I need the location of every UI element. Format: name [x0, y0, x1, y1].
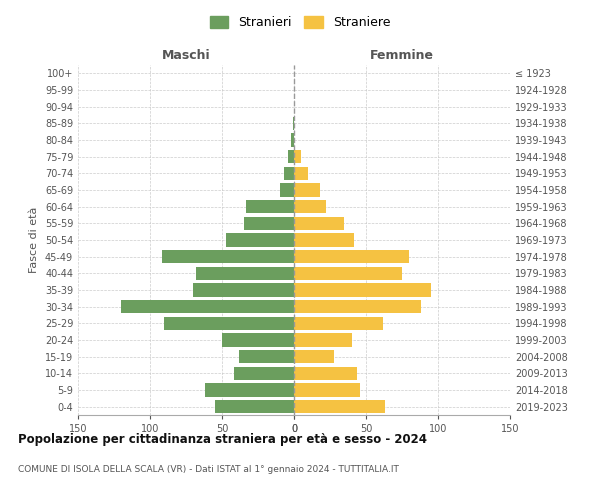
Bar: [121, 300, 294, 314]
Bar: [294, 366, 358, 380]
Bar: [226, 234, 294, 246]
Bar: [291, 134, 294, 146]
Bar: [294, 216, 344, 230]
Bar: [288, 150, 294, 164]
Bar: [196, 266, 294, 280]
Bar: [244, 216, 294, 230]
Title: Femmine: Femmine: [370, 50, 434, 62]
Text: Popolazione per cittadinanza straniera per età e sesso - 2024: Popolazione per cittadinanza straniera p…: [18, 432, 427, 446]
Text: COMUNE DI ISOLA DELLA SCALA (VR) - Dati ISTAT al 1° gennaio 2024 - TUTTITALIA.IT: COMUNE DI ISOLA DELLA SCALA (VR) - Dati …: [18, 466, 399, 474]
Bar: [280, 184, 294, 196]
Bar: [247, 200, 294, 213]
Bar: [239, 350, 294, 364]
Bar: [294, 166, 308, 180]
Bar: [233, 366, 294, 380]
Legend: Stranieri, Straniere: Stranieri, Straniere: [205, 11, 395, 34]
Bar: [294, 400, 385, 413]
Bar: [294, 384, 360, 396]
Bar: [294, 334, 352, 346]
Bar: [294, 234, 355, 246]
Bar: [215, 400, 294, 413]
Bar: [294, 184, 320, 196]
Bar: [294, 250, 409, 264]
Title: Maschi: Maschi: [161, 50, 211, 62]
Y-axis label: Fasce di età: Fasce di età: [29, 207, 39, 273]
Bar: [294, 316, 383, 330]
Bar: [294, 150, 301, 164]
Bar: [294, 266, 402, 280]
Bar: [222, 334, 294, 346]
Bar: [284, 166, 294, 180]
Bar: [193, 284, 294, 296]
Bar: [294, 284, 431, 296]
Bar: [164, 316, 294, 330]
Bar: [294, 300, 421, 314]
Bar: [205, 384, 294, 396]
Bar: [293, 116, 294, 130]
Bar: [161, 250, 294, 264]
Bar: [294, 350, 334, 364]
Bar: [294, 200, 326, 213]
